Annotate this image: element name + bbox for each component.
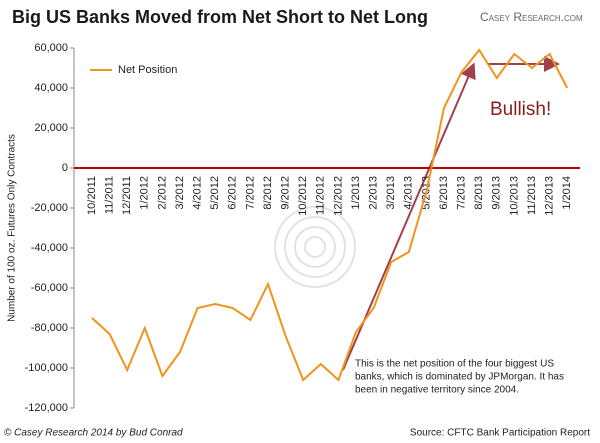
x-tick-label: 3/2012 xyxy=(174,176,186,210)
x-tick-label: 2/2012 xyxy=(156,176,168,210)
x-tick-label: 11/2011 xyxy=(104,176,116,214)
x-tick-label: 10/2013 xyxy=(508,176,520,216)
credit: © Casey Research 2014 by Bud Conrad xyxy=(4,428,183,439)
data-line xyxy=(91,48,569,382)
x-tick-label: 5/2012 xyxy=(209,176,221,210)
chart-title: Big US Banks Moved from Net Short to Net… xyxy=(12,7,428,27)
x-tick-label: 1/2013 xyxy=(350,176,362,210)
x-tick-label: 9/2012 xyxy=(280,176,292,210)
x-tick-label: 12/2013 xyxy=(544,176,556,216)
watermark xyxy=(274,206,356,288)
y-tick-label: 20,000 xyxy=(34,122,68,134)
x-tick-label: 8/2013 xyxy=(473,176,485,210)
x-tick-label: 12/2011 xyxy=(121,176,133,215)
annotation: This is the net position of the four big… xyxy=(355,359,554,370)
x-tick-label: 8/2012 xyxy=(262,176,274,210)
x-tick-label: 1/2012 xyxy=(139,176,151,210)
y-tick-label: 60,000 xyxy=(34,42,68,54)
x-tick-label: 12/2012 xyxy=(332,176,344,216)
y-tick-label: -120,000 xyxy=(25,402,68,414)
x-tick-label: 2/2013 xyxy=(368,176,380,210)
source: Source: CFTC Bank Participation Report xyxy=(410,428,590,439)
logo: Casey Research.com xyxy=(480,10,583,24)
x-tick-label: 4/2013 xyxy=(403,176,415,210)
x-tick-label: 7/2012 xyxy=(244,176,256,210)
y-tick-label: -100,000 xyxy=(25,362,68,374)
x-tick-label: 3/2013 xyxy=(385,176,397,210)
y-tick-label: -20,000 xyxy=(31,202,68,214)
x-tick-label: 1/2014 xyxy=(561,176,573,210)
y-tick-label: -60,000 xyxy=(31,282,68,294)
y-tick-label: 0 xyxy=(62,162,68,174)
x-tick-label: 6/2012 xyxy=(227,176,239,210)
x-tick-label: 11/2013 xyxy=(526,176,538,215)
x-tick-label: 6/2013 xyxy=(438,176,450,210)
x-tick-label: 11/2012 xyxy=(315,176,327,215)
y-tick-label: -80,000 xyxy=(31,322,68,334)
x-tick-label: 9/2013 xyxy=(491,176,503,210)
annotation: Bullish! xyxy=(490,99,551,120)
y-tick-label: -40,000 xyxy=(31,242,68,254)
y-axis-label: Number of 100 oz. Futures Only Contracts xyxy=(7,134,18,322)
y-tick-label: 40,000 xyxy=(34,82,68,94)
legend-label: Net Position xyxy=(118,64,177,76)
x-tick-label: 10/2011 xyxy=(86,176,98,215)
annotation: banks, which is dominated by JPMorgan. I… xyxy=(355,372,564,383)
x-tick-label: 4/2012 xyxy=(192,176,204,210)
annotation: been in negative territory since 2004. xyxy=(355,385,519,396)
x-tick-label: 10/2012 xyxy=(297,176,309,216)
x-tick-label: 7/2013 xyxy=(456,176,468,210)
